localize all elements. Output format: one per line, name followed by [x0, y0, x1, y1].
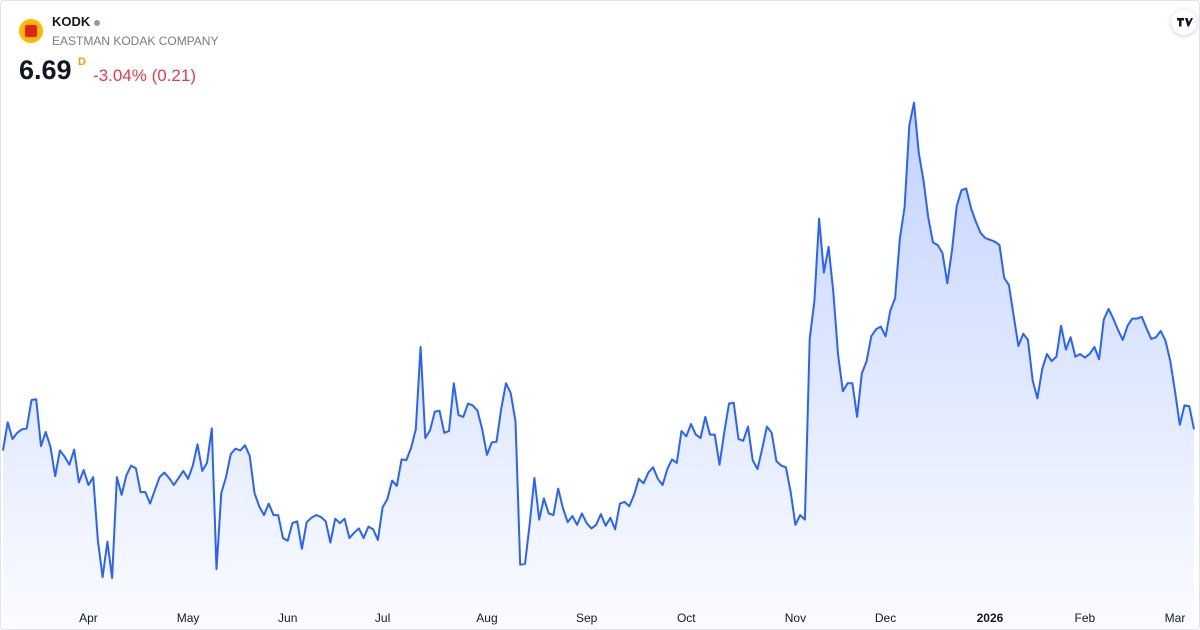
company-logo — [19, 19, 43, 43]
status-dot — [94, 19, 101, 26]
price-change: -3.04% (0.21) — [93, 66, 196, 85]
symbol-text[interactable]: KODK — [52, 14, 91, 29]
price: 6.69 — [19, 55, 72, 85]
tradingview-icon — [1177, 18, 1193, 27]
area-fill — [3, 102, 1194, 629]
price-flag: D — [78, 56, 86, 68]
symbol[interactable]: KODK — [52, 14, 101, 29]
tradingview-logo[interactable] — [1171, 9, 1197, 35]
price-line — [2, 101, 1195, 579]
company-name: EASTMAN KODAK COMPANY — [52, 34, 219, 48]
